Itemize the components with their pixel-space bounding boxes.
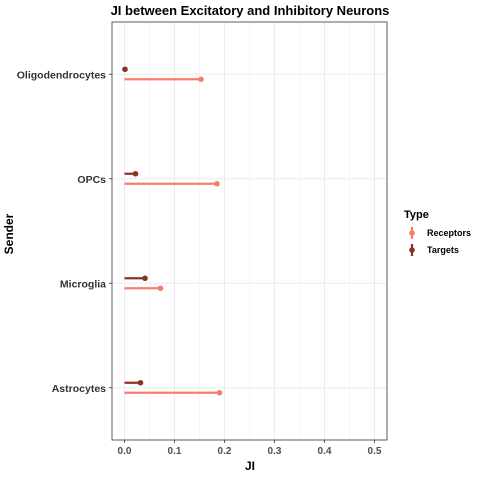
point-receptors [216, 389, 223, 396]
legend: Type Receptors Targets [404, 209, 471, 256]
legend-label-receptors: Receptors [427, 228, 471, 238]
x-tick-label: 0.0 [118, 446, 132, 457]
y-axis-title: Sender [2, 213, 16, 254]
point-receptors [157, 285, 164, 292]
legend-label-targets: Targets [427, 245, 459, 255]
point-targets [132, 170, 139, 177]
legend-key-point-receptors [409, 230, 415, 236]
point-receptors [214, 180, 220, 187]
y-tick-label: Microglia [60, 278, 106, 290]
plot-area: 0.0 0.1 0.2 0.3 0.4 0.5 Oligodendrocytes OPCs Mi… [17, 21, 388, 457]
legend-key-point-targets [409, 247, 415, 253]
x-tick-label: 0.1 [168, 446, 182, 457]
y-tick-label: Oligodendrocytes [17, 69, 106, 81]
point-targets [142, 275, 148, 282]
x-tick-label: 0.2 [218, 446, 232, 457]
point-targets [122, 66, 128, 73]
x-tick-label: 0.4 [318, 446, 332, 457]
y-tick-label: OPCs [77, 174, 106, 186]
x-axis-title: JI [245, 459, 255, 473]
panel-border [111, 21, 388, 441]
legend-title: Type [404, 209, 429, 221]
chart-title: JI between Excitatory and Inhibitory Neu… [111, 3, 390, 18]
point-targets [137, 379, 144, 386]
x-tick-label: 0.5 [368, 446, 382, 457]
x-tick-label: 0.3 [268, 446, 282, 457]
y-tick-label: Astrocytes [52, 383, 106, 395]
point-receptors [198, 76, 204, 83]
